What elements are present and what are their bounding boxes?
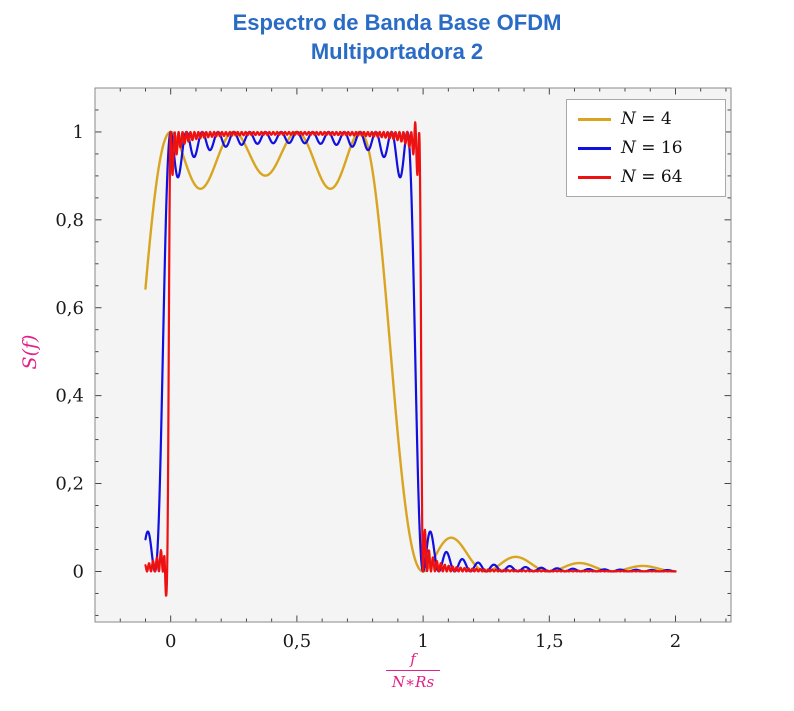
legend-label: N = 16 (621, 138, 683, 158)
series-line-N-64 (144, 121, 677, 597)
x-axis-label-denominator: N∗Rs (391, 673, 435, 691)
x-tick-label: 1 (417, 631, 428, 652)
chart-title: Espectro de Banda Base OFDM Multiportado… (0, 8, 794, 66)
legend-entry: N = 4 (578, 109, 683, 129)
x-tick-label: 0,5 (283, 631, 312, 652)
x-axis-label-numerator: f (410, 650, 416, 668)
y-tick-label: 0,6 (55, 298, 84, 319)
series-group (144, 121, 677, 597)
plot-frame (94, 87, 732, 623)
y-tick-label: 0,4 (55, 386, 84, 407)
fraction-bar-icon (386, 670, 440, 671)
y-tick-label: 1 (73, 122, 84, 143)
legend: N = 4 N = 16 N = 64 (566, 99, 726, 197)
x-tick-label: 0 (165, 631, 176, 652)
legend-line-swatch (578, 146, 611, 150)
x-tick-label: 1,5 (535, 631, 564, 652)
y-tick-label: 0,8 (55, 210, 84, 231)
legend-entry: N = 16 (578, 138, 683, 158)
chart-title-line1: Espectro de Banda Base OFDM (232, 10, 562, 35)
y-tick-label: 0,2 (55, 474, 84, 495)
ticks-group (95, 87, 731, 622)
x-tick-label: 2 (670, 631, 681, 652)
y-axis-label: S(f) (19, 334, 41, 370)
legend-line-swatch (578, 117, 611, 121)
legend-line-swatch (578, 175, 611, 179)
legend-label: N = 64 (621, 167, 683, 187)
chart-title-line2: Multiportadora 2 (310, 39, 484, 65)
y-tick-label: 0 (73, 561, 84, 582)
legend-entry: N = 64 (578, 167, 683, 187)
legend-label: N = 4 (621, 109, 672, 129)
x-axis-label: f N∗Rs (386, 650, 440, 691)
